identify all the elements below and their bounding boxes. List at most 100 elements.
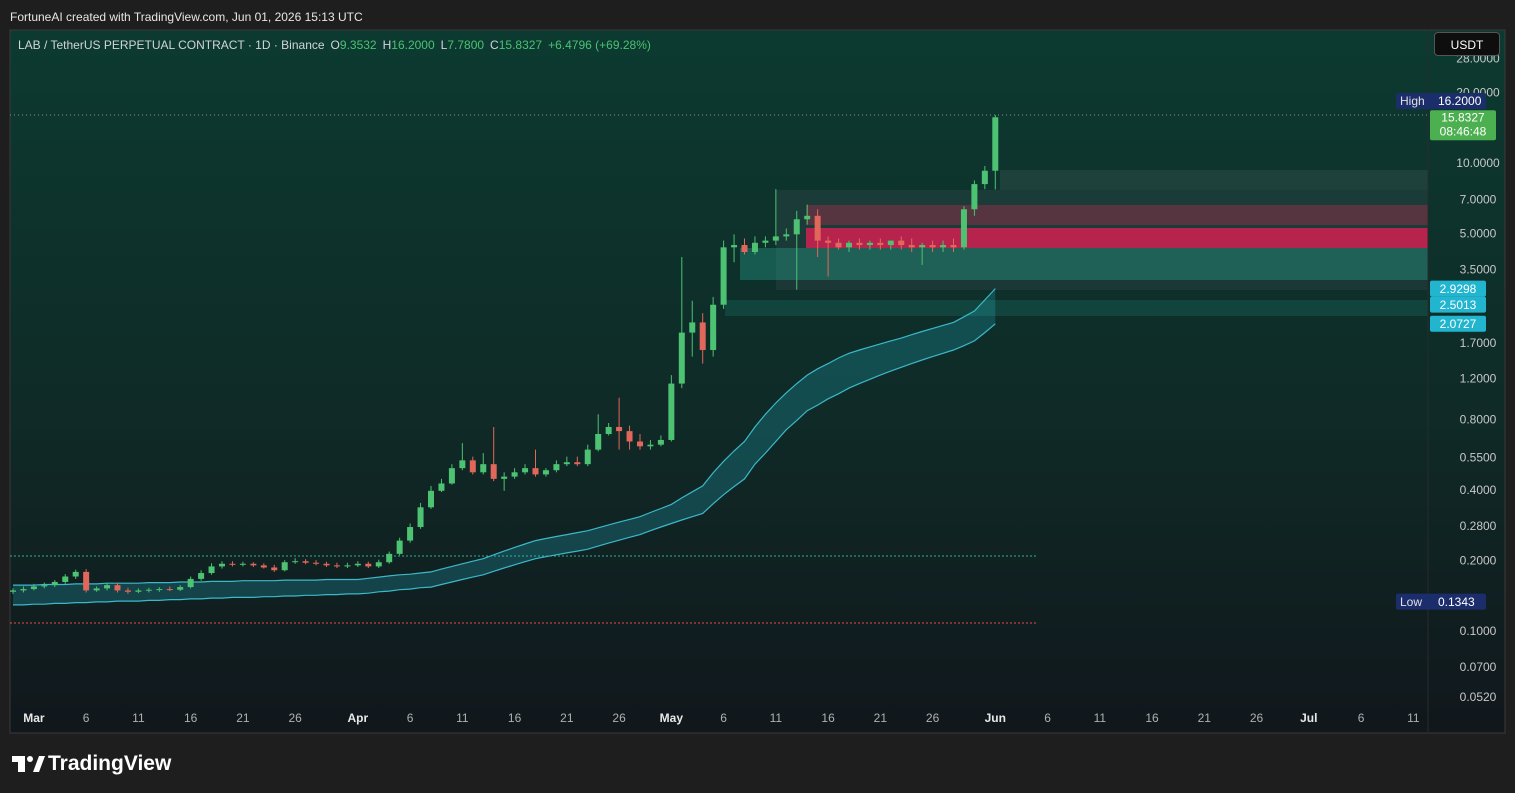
legend-value: 15.8327 (498, 38, 543, 52)
zone (1000, 170, 1428, 190)
x-tick-label: 6 (1044, 711, 1051, 725)
candle-body (960, 209, 967, 248)
y-tick-label: 0.2000 (1460, 553, 1497, 567)
candle-body (448, 468, 455, 484)
y-tick-label: 0.0700 (1460, 660, 1497, 674)
candle-body (386, 553, 393, 563)
zone (725, 300, 1428, 316)
candle-body (908, 245, 915, 248)
candle-body (825, 240, 832, 243)
candle-body (323, 563, 330, 566)
x-tick-label: 21 (560, 711, 574, 725)
legend-key: C (490, 38, 499, 52)
price-label-box (1430, 296, 1486, 313)
candle-body (605, 426, 612, 434)
candle-body (396, 540, 403, 554)
x-tick-label: Jun (985, 711, 1006, 725)
candle-body (333, 565, 340, 567)
price-label: 2.5013 (1440, 298, 1477, 312)
zone (806, 205, 1428, 225)
candle-body (438, 483, 445, 491)
candle-body (10, 590, 16, 592)
candle-body (762, 240, 769, 243)
x-tick-label: 11 (1407, 711, 1420, 725)
candle-body (668, 383, 675, 440)
y-tick-label: 1.2000 (1460, 371, 1497, 385)
candle-body (93, 588, 100, 591)
candle-body (720, 247, 727, 305)
currency-button[interactable]: USDT (1434, 32, 1500, 56)
price-label-box (1396, 92, 1486, 109)
price-label: 2.9298 (1440, 282, 1477, 296)
x-tick-label: 11 (456, 711, 469, 725)
candle-body (563, 462, 570, 465)
candle-body (281, 562, 288, 571)
y-tick-label: 0.5500 (1460, 451, 1497, 465)
candle-body (250, 563, 257, 566)
zone (740, 248, 1428, 280)
candle-body (898, 240, 905, 246)
x-tick-label: Mar (23, 711, 45, 725)
y-tick-label: 7.0000 (1460, 192, 1497, 206)
candle-body (793, 219, 800, 235)
candle-body (532, 468, 539, 475)
candle-body (177, 587, 184, 590)
x-tick-label: 16 (821, 711, 835, 725)
x-tick-label: 21 (1198, 711, 1212, 725)
candle-body (887, 240, 894, 246)
x-tick-label: 26 (926, 711, 940, 725)
x-tick-label: 21 (874, 711, 888, 725)
y-tick-label: 5.0000 (1460, 227, 1497, 241)
x-tick-label: 11 (132, 711, 145, 725)
x-tick-label: 6 (83, 711, 90, 725)
price-label-box (1430, 315, 1486, 332)
candle-body (814, 215, 821, 241)
price-label-box (1430, 280, 1486, 297)
candle-body (124, 590, 131, 592)
x-tick-label: 26 (612, 711, 626, 725)
legend-change: +6.4796 (+69.28%) (548, 38, 651, 52)
candle-body (344, 565, 351, 567)
x-tick-label: Apr (348, 711, 369, 725)
candle-body (313, 562, 320, 564)
price-label-tag: High (1400, 94, 1425, 108)
candle-body (689, 322, 696, 333)
y-tick-label: 0.2800 (1460, 519, 1497, 533)
price-label-tag: Low (1400, 595, 1422, 609)
price-label: 16.2000 (1438, 94, 1482, 108)
legend-key: H (382, 38, 392, 52)
price-label: 15.8327 (1441, 110, 1485, 124)
attribution: FortuneAI created with TradingView.com, … (10, 10, 363, 24)
candle-body (657, 439, 664, 445)
band-upper (13, 288, 996, 586)
x-tick-label: Jul (1300, 711, 1317, 725)
candle-body (856, 242, 863, 246)
candle-body (835, 242, 842, 248)
y-tick-label: 3.5000 (1460, 263, 1497, 277)
candle-body (229, 563, 236, 565)
candle-body (699, 322, 706, 351)
candle-body (62, 576, 69, 582)
candle-body (187, 578, 194, 588)
y-tick-label: 0.4000 (1460, 483, 1497, 497)
candle-body (626, 431, 633, 442)
x-tick-label: 16 (1145, 711, 1159, 725)
legend-value: 9.3532 (339, 38, 377, 52)
legend-value: 7.7800 (447, 38, 485, 52)
candle-body (135, 590, 142, 592)
candle-body (302, 561, 309, 563)
candle-body (501, 476, 508, 479)
candle-body (20, 589, 27, 591)
legend-value: 16.2000 (391, 38, 435, 52)
candle-body (846, 242, 852, 248)
candle-body (428, 490, 434, 508)
countdown: 08:46:48 (1440, 124, 1487, 138)
candle-body (542, 470, 549, 475)
candle-body (866, 242, 873, 246)
candle-body (469, 460, 476, 473)
candle-body (219, 563, 225, 567)
candle-body (574, 462, 581, 465)
symbol: LAB / TetherUS PERPETUAL CONTRACT · 1D ·… (18, 38, 325, 52)
candle-body (239, 563, 246, 565)
